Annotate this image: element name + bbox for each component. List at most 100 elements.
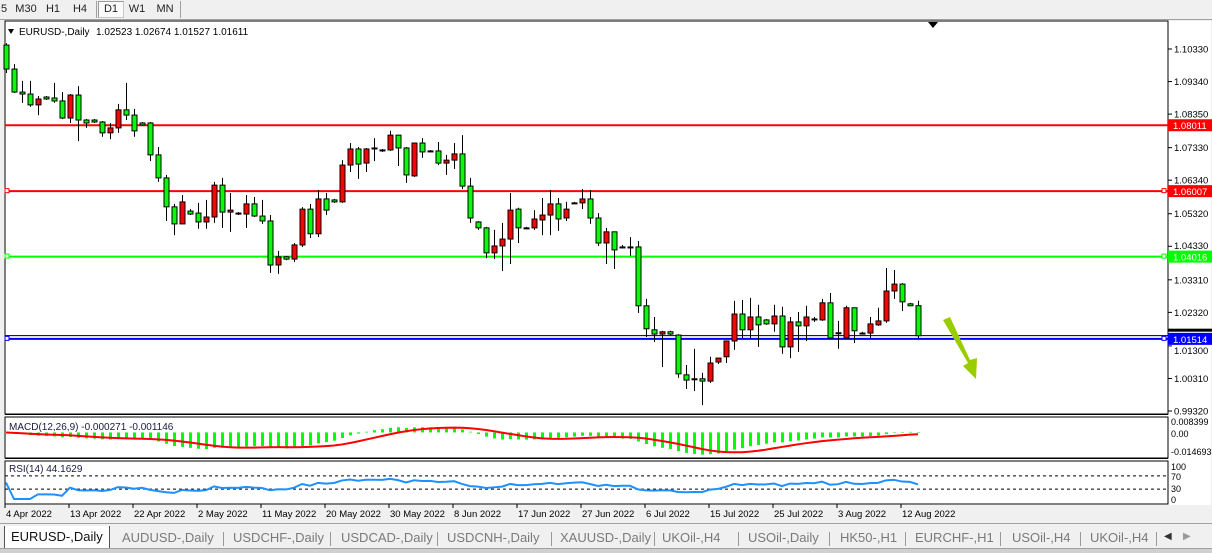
macd-histogram-bar bbox=[709, 432, 712, 455]
candle-body bbox=[483, 227, 490, 254]
timeframe-m15-button[interactable]: 5 bbox=[0, 3, 8, 15]
candle-body bbox=[899, 283, 906, 303]
timeframe-h1-button[interactable]: H1 bbox=[45, 3, 61, 15]
candle bbox=[579, 189, 586, 210]
candle bbox=[515, 207, 522, 243]
timeframe-m30-button[interactable]: M30 bbox=[15, 3, 37, 15]
chart-shift-marker-icon[interactable] bbox=[928, 22, 938, 28]
macd-histogram-bar bbox=[501, 432, 504, 440]
timeframe-w1-button[interactable]: W1 bbox=[128, 3, 146, 15]
tab-separator bbox=[829, 532, 830, 546]
timeframe-d1-button[interactable]: D1 bbox=[98, 1, 124, 18]
macd-histogram-bar bbox=[285, 432, 288, 449]
tab-separator bbox=[654, 532, 655, 546]
candle bbox=[283, 255, 290, 261]
candle bbox=[163, 174, 170, 221]
candle-body bbox=[547, 203, 554, 216]
candle bbox=[459, 135, 466, 190]
macd-histogram-bar bbox=[493, 432, 496, 439]
macd-histogram-bar bbox=[133, 432, 136, 439]
macd-histogram-bar bbox=[861, 432, 864, 437]
date-tick-label: 25 Jul 2022 bbox=[774, 509, 823, 520]
candle-body bbox=[251, 203, 258, 217]
candle bbox=[211, 181, 218, 223]
candle-body bbox=[123, 109, 130, 116]
candle-body bbox=[539, 214, 546, 221]
tab-usoil-h4[interactable]: USOil-,H4 bbox=[1012, 530, 1071, 545]
candle-body bbox=[731, 313, 738, 342]
tab-separator bbox=[1156, 532, 1157, 546]
candle bbox=[379, 148, 386, 152]
price-tick-label: 1.07330 bbox=[1174, 143, 1208, 154]
candle bbox=[747, 297, 754, 339]
macd-histogram-bar bbox=[541, 432, 544, 439]
candle-body bbox=[411, 142, 418, 177]
candle-body bbox=[611, 231, 618, 251]
macd-scale-label: 0.00 bbox=[1171, 429, 1189, 439]
chart-menu-triangle-icon[interactable] bbox=[8, 29, 14, 34]
candle bbox=[3, 43, 10, 74]
tab-scroll-left-icon[interactable]: ◀ bbox=[1164, 531, 1172, 542]
tab-eurchf-h1[interactable]: EURCHF-,H1 bbox=[915, 530, 994, 545]
candle-body bbox=[875, 320, 882, 326]
candle bbox=[627, 237, 634, 256]
date-tick-label: 27 Jun 2022 bbox=[582, 509, 634, 520]
candle bbox=[115, 103, 122, 133]
candle bbox=[307, 203, 314, 239]
candle-body bbox=[707, 362, 714, 382]
macd-histogram-bar bbox=[685, 432, 688, 453]
tab-ukoil-h4[interactable]: UKOil-,H4 bbox=[662, 530, 721, 545]
candle-body bbox=[315, 198, 322, 235]
tab-scroll-right-icon[interactable]: ▶ bbox=[1183, 531, 1191, 542]
candles-group bbox=[3, 43, 922, 406]
candle-body bbox=[419, 142, 426, 153]
macd-histogram-bar bbox=[429, 427, 432, 433]
tab-usdcad-daily[interactable]: USDCAD-,Daily bbox=[341, 530, 433, 545]
candle-body bbox=[91, 119, 98, 123]
level-price-label-bg bbox=[1168, 250, 1212, 263]
tab-audusd-daily[interactable]: AUDUSD-,Daily bbox=[122, 530, 214, 545]
candle bbox=[899, 283, 906, 312]
candle bbox=[67, 94, 74, 123]
candle bbox=[371, 138, 378, 162]
timeframe-h4-button[interactable]: H4 bbox=[72, 3, 88, 15]
tab-xauusd-daily[interactable]: XAUUSD-,Daily bbox=[560, 530, 652, 545]
candle-body bbox=[51, 97, 58, 102]
candle bbox=[507, 193, 514, 265]
macd-histogram-bar bbox=[397, 427, 400, 433]
candle-body bbox=[355, 148, 362, 165]
macd-histogram-bar bbox=[725, 432, 728, 452]
level-anchor-handle bbox=[1161, 188, 1167, 194]
tab-usoil-daily[interactable]: USOil-,Daily bbox=[748, 530, 819, 545]
candle bbox=[99, 121, 106, 137]
tab-hk50-h1[interactable]: HK50-,H1 bbox=[840, 530, 898, 545]
tab-usdchf-daily[interactable]: USDCHF-,Daily bbox=[233, 530, 324, 545]
tab-ukoil-h4-2[interactable]: UKOil-,H4 bbox=[1090, 530, 1149, 545]
candle-body bbox=[587, 198, 594, 219]
timeframe-mn-button[interactable]: MN bbox=[156, 3, 174, 15]
candle bbox=[35, 96, 42, 116]
candle-body bbox=[499, 238, 506, 247]
candle bbox=[363, 147, 370, 172]
macd-histogram-bar bbox=[813, 432, 816, 439]
macd-histogram-bar bbox=[885, 432, 888, 435]
tab-separator bbox=[330, 532, 331, 546]
macd-histogram-bar bbox=[149, 432, 152, 440]
candle bbox=[915, 300, 922, 339]
macd-histogram-bar bbox=[109, 432, 112, 440]
macd-histogram-bar bbox=[669, 432, 672, 449]
macd-histogram-bar bbox=[341, 432, 344, 438]
tab-usdcnh-daily[interactable]: USDCNH-,Daily bbox=[447, 530, 540, 545]
macd-histogram-bar bbox=[221, 432, 224, 448]
candle-body bbox=[851, 307, 858, 332]
candle bbox=[851, 307, 858, 343]
macd-histogram-bar bbox=[85, 432, 88, 439]
macd-histogram-bar bbox=[533, 432, 536, 440]
macd-histogram-bar bbox=[613, 432, 616, 439]
arrow-down-right-icon[interactable] bbox=[943, 317, 977, 379]
tab-eurusd-daily[interactable]: EURUSD-,Daily bbox=[4, 526, 110, 549]
macd-histogram-bar bbox=[829, 432, 832, 438]
candle-body bbox=[59, 100, 66, 119]
candle bbox=[731, 300, 738, 350]
